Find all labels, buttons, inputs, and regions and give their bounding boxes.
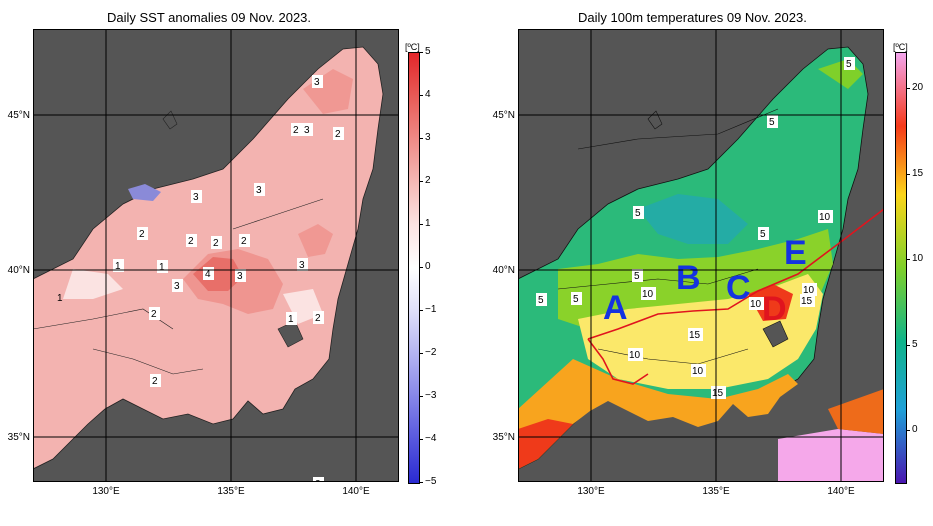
contour-label: 10 bbox=[629, 350, 641, 361]
y-axis-label-40n: 40°N bbox=[7, 265, 30, 276]
contour-labels: 3 2 3 2 3 3 2 2 2 1 1 2 4 3 3 3 2 1 2 2 … bbox=[113, 75, 344, 482]
front-line bbox=[587, 208, 884, 340]
colorbar-tick-mark bbox=[420, 95, 423, 96]
contour-label: 3 bbox=[304, 125, 310, 136]
x-axis-label-135e: 135°E bbox=[217, 486, 245, 497]
x-axis-label-130e: 130°E bbox=[92, 486, 120, 497]
contour-label: 5 bbox=[846, 59, 852, 70]
colorbar-unit: [ºC] bbox=[405, 42, 420, 52]
colorbar-tick-label: −4 bbox=[425, 433, 437, 444]
colorbar-tick-mark bbox=[420, 439, 423, 440]
contour-label: 5 bbox=[760, 229, 766, 240]
region-label-a: A bbox=[603, 289, 628, 327]
contour-label: 2 bbox=[335, 129, 341, 140]
contour-label: 3 bbox=[314, 77, 320, 88]
contour-label: 15 bbox=[801, 296, 813, 307]
colorbar-tick-label: −1 bbox=[425, 304, 437, 315]
colorbar-tick-mark bbox=[907, 88, 910, 89]
contour-label: 3 bbox=[256, 185, 262, 196]
contour-label: 2 bbox=[213, 238, 219, 249]
contour-label: 5 bbox=[573, 294, 579, 305]
colorbar-tick-mark bbox=[420, 396, 423, 397]
contour-label: 3 bbox=[193, 192, 199, 203]
colorbar-tick-mark bbox=[420, 310, 423, 311]
y-axis-label-45n: 45°N bbox=[7, 110, 30, 121]
contour-label: 10 bbox=[803, 285, 815, 296]
colorbar-tick-label: 5 bbox=[425, 46, 431, 57]
temperature-100m-map: A B C D E 5 5 5 5 5 5 5 10 10 10 10 15 1… bbox=[518, 29, 884, 482]
colorbar-unit: [ºC] bbox=[893, 42, 908, 52]
contour-label: 3 bbox=[237, 271, 243, 282]
contour-label: 5 bbox=[635, 208, 641, 219]
contour-label: 10 bbox=[819, 212, 831, 223]
colorbar-tick-mark bbox=[420, 52, 423, 53]
y-axis-label-45n: 45°N bbox=[492, 110, 515, 121]
contour-label: 2 bbox=[151, 309, 157, 320]
x-axis-label-130e: 130°E bbox=[577, 486, 605, 497]
colorbar-tick-mark bbox=[907, 174, 910, 175]
contour-label: 15 bbox=[712, 388, 724, 399]
contour-label: 10 bbox=[750, 299, 762, 310]
contour-label: 5 bbox=[634, 271, 640, 282]
contour-label: 2 bbox=[152, 376, 158, 387]
contour-label: 15 bbox=[689, 330, 701, 341]
colorbar-tick-label: 0 bbox=[425, 261, 431, 272]
x-axis-label-140e: 140°E bbox=[342, 486, 370, 497]
contour-label: 4 bbox=[205, 269, 211, 280]
contour-label: 1 bbox=[57, 293, 63, 304]
colorbar-tick-label: 4 bbox=[425, 89, 431, 100]
temperature-colorbar bbox=[895, 52, 907, 484]
contour-label: 2 bbox=[315, 313, 321, 324]
x-axis-label-135e: 135°E bbox=[702, 486, 730, 497]
colorbar-tick-mark bbox=[420, 138, 423, 139]
colorbar-tick-mark bbox=[907, 430, 910, 431]
region-label-d: D bbox=[762, 290, 787, 328]
colorbar-tick-label: 20 bbox=[912, 82, 924, 93]
sst-anomaly-map: 3 2 3 2 3 3 2 2 2 1 1 2 4 3 3 3 2 1 2 2 … bbox=[33, 29, 399, 482]
colorbar-tick-mark bbox=[907, 345, 910, 346]
region-label-e: E bbox=[784, 234, 807, 272]
contour-label: 2 bbox=[139, 229, 145, 240]
colorbar-tick-label: −5 bbox=[425, 476, 437, 487]
colorbar-tick-mark bbox=[420, 353, 423, 354]
contour-label: 1 bbox=[159, 262, 165, 273]
colorbar-tick-mark bbox=[420, 482, 423, 483]
colorbar-tick-mark bbox=[420, 181, 423, 182]
contour-label: 2 bbox=[241, 236, 247, 247]
colorbar-tick-label: 3 bbox=[425, 132, 431, 143]
contour-label: 10 bbox=[642, 289, 654, 300]
colorbar-tick-label: 5 bbox=[912, 339, 918, 350]
region-labels: A B C D E bbox=[603, 234, 807, 328]
contour-label: 2 bbox=[293, 125, 299, 136]
left-map-title: Daily SST anomalies 09 Nov. 2023. bbox=[107, 10, 312, 25]
region-label-c: C bbox=[726, 269, 751, 307]
colorbar-tick-label: 2 bbox=[425, 175, 431, 186]
y-axis-label-35n: 35°N bbox=[492, 432, 515, 443]
y-axis-label-35n: 35°N bbox=[7, 432, 30, 443]
colorbar-tick-label: 10 bbox=[912, 253, 924, 264]
colorbar-tick-mark bbox=[420, 224, 423, 225]
contour-label: 3 bbox=[174, 281, 180, 292]
contour-label: 1 bbox=[115, 261, 121, 272]
y-axis-label-40n: 40°N bbox=[492, 265, 515, 276]
colorbar-tick-label: −2 bbox=[425, 347, 437, 358]
contour-label: 5 bbox=[769, 117, 775, 128]
colorbar-tick-mark bbox=[907, 259, 910, 260]
region-label-b: B bbox=[676, 259, 701, 297]
contour-label: 5 bbox=[538, 295, 544, 306]
contour-label: 2 bbox=[315, 479, 321, 482]
contour-labels: 5 5 5 5 5 5 5 10 10 10 10 15 15 10 15 10… bbox=[536, 57, 855, 399]
contour-label: 2 bbox=[188, 236, 194, 247]
right-map-title: Daily 100m temperatures 09 Nov. 2023. bbox=[578, 10, 807, 25]
colorbar-tick-label: 0 bbox=[912, 424, 918, 435]
colorbar-tick-label: −3 bbox=[425, 390, 437, 401]
anomaly-colorbar bbox=[408, 52, 420, 484]
contour-label: 3 bbox=[299, 260, 305, 271]
x-axis-label-140e: 140°E bbox=[827, 486, 855, 497]
colorbar-tick-mark bbox=[420, 267, 423, 268]
colorbar-tick-label: 15 bbox=[912, 168, 924, 179]
colorbar-tick-label: 1 bbox=[425, 218, 431, 229]
contour-label: 10 bbox=[692, 366, 704, 377]
contour-label: 1 bbox=[288, 314, 294, 325]
